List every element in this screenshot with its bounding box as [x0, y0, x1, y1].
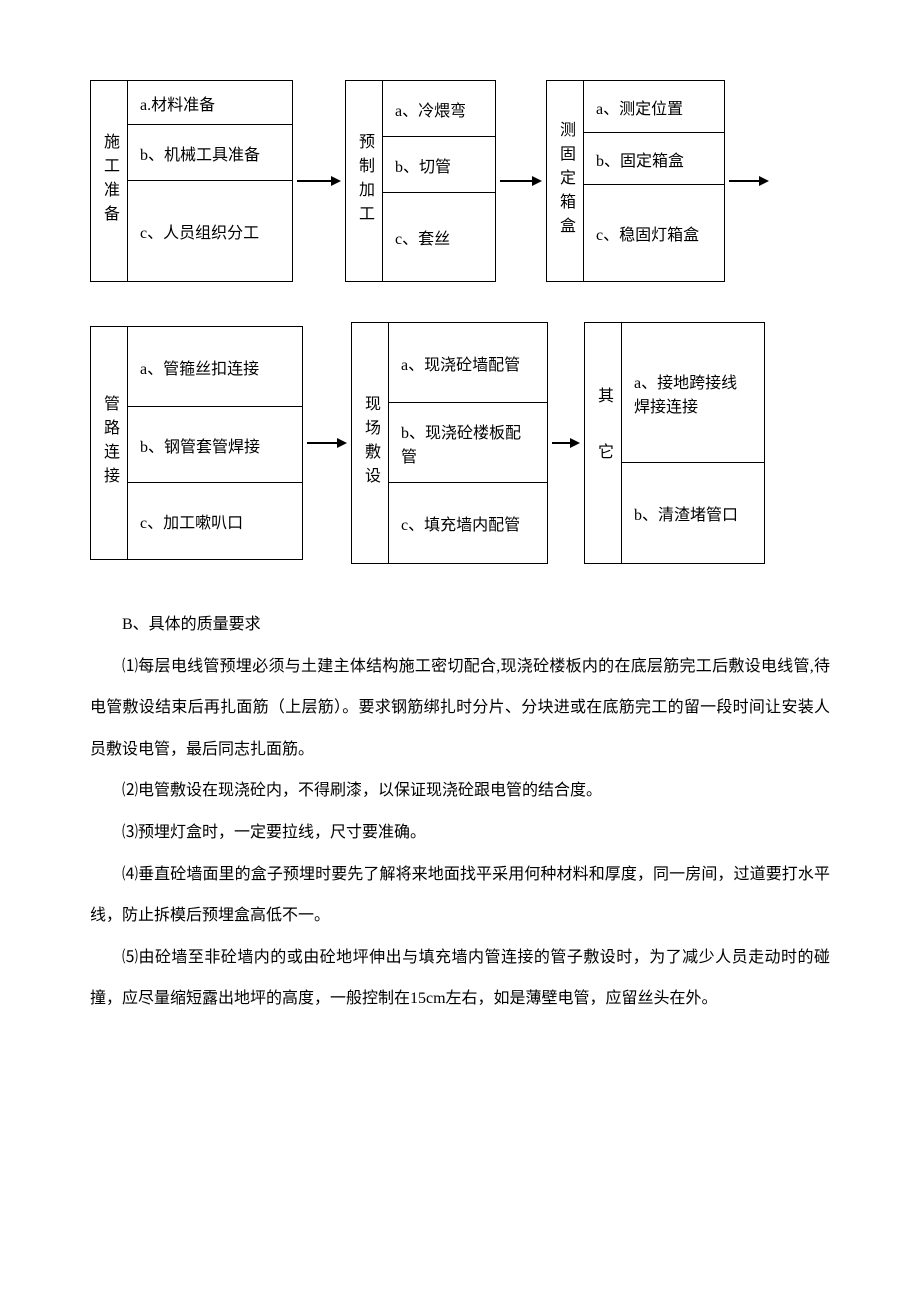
- flow-row-1: 施工准备 a.材料准备 b、机械工具准备 c、人员组织分工 预制加工 a、冷煨弯…: [90, 80, 830, 282]
- block-header: 测固定箱盒: [547, 81, 584, 281]
- block-item: c、填充墙内配管: [389, 483, 547, 563]
- arrow-icon: [307, 438, 347, 448]
- block-header: 其它: [585, 323, 622, 563]
- block-items: a、接地跨接线焊接连接 b、清渣堵管口: [622, 323, 764, 563]
- block-item: c、加工嗽叭口: [128, 483, 302, 559]
- block-item: a、冷煨弯: [383, 81, 495, 137]
- block-items: a、测定位置 b、固定箱盒 c、稳固灯箱盒: [584, 81, 724, 281]
- block-item: a、测定位置: [584, 81, 724, 133]
- paragraph: ⑸由砼墙至非砼墙内的或由砼地坪伸出与填充墙内管连接的管子敷设时，为了减少人员走动…: [90, 937, 830, 1020]
- block-header: 现场敷设: [352, 323, 389, 563]
- arrow-icon: [500, 176, 542, 186]
- block-item: a、接地跨接线焊接连接: [622, 323, 764, 463]
- block-items: a.材料准备 b、机械工具准备 c、人员组织分工: [128, 81, 292, 281]
- arrow-icon: [297, 176, 341, 186]
- paragraph: ⑴每层电线管预埋必须与土建主体结构施工密切配合,现浇砼楼板内的在底层筋完工后敷设…: [90, 646, 830, 771]
- block-other: 其它 a、接地跨接线焊接连接 b、清渣堵管口: [584, 322, 765, 564]
- block-items: a、管箍丝扣连接 b、钢管套管焊接 c、加工嗽叭口: [128, 327, 302, 559]
- block-pipe-connect: 管路连接 a、管箍丝扣连接 b、钢管套管焊接 c、加工嗽叭口: [90, 326, 303, 560]
- block-header: 管路连接: [91, 327, 128, 559]
- paragraph: ⑶预埋灯盒时，一定要拉线，尺寸要准确。: [90, 812, 830, 854]
- body-text: B、具体的质量要求 ⑴每层电线管预埋必须与土建主体结构施工密切配合,现浇砼楼板内…: [90, 604, 830, 1020]
- block-item: b、切管: [383, 137, 495, 193]
- block-item: b、清渣堵管口: [622, 463, 764, 563]
- block-construction-prep: 施工准备 a.材料准备 b、机械工具准备 c、人员组织分工: [90, 80, 293, 282]
- block-header: 预制加工: [346, 81, 383, 281]
- block-item: b、固定箱盒: [584, 133, 724, 185]
- block-item: a、管箍丝扣连接: [128, 327, 302, 407]
- block-box-fix: 测固定箱盒 a、测定位置 b、固定箱盒 c、稳固灯箱盒: [546, 80, 725, 282]
- paragraph: ⑵电管敷设在现浇砼内，不得刷漆，以保证现浇砼跟电管的结合度。: [90, 770, 830, 812]
- block-item: c、稳固灯箱盒: [584, 185, 724, 281]
- arrow-icon: [552, 438, 580, 448]
- block-item: a.材料准备: [128, 81, 292, 125]
- arrow-icon: [729, 176, 769, 186]
- block-item: a、现浇砼墙配管: [389, 323, 547, 403]
- block-item: b、现浇砼楼板配管: [389, 403, 547, 483]
- block-item: b、钢管套管焊接: [128, 407, 302, 483]
- block-items: a、现浇砼墙配管 b、现浇砼楼板配管 c、填充墙内配管: [389, 323, 547, 563]
- block-prefab: 预制加工 a、冷煨弯 b、切管 c、套丝: [345, 80, 496, 282]
- flow-row-2: 管路连接 a、管箍丝扣连接 b、钢管套管焊接 c、加工嗽叭口 现场敷设 a、现浇…: [90, 322, 830, 564]
- block-header: 施工准备: [91, 81, 128, 281]
- section-title: B、具体的质量要求: [90, 604, 830, 646]
- block-item: c、套丝: [383, 193, 495, 281]
- block-item: c、人员组织分工: [128, 181, 292, 281]
- block-items: a、冷煨弯 b、切管 c、套丝: [383, 81, 495, 281]
- block-item: b、机械工具准备: [128, 125, 292, 181]
- paragraph: ⑷垂直砼墙面里的盒子预埋时要先了解将来地面找平采用何种材料和厚度，同一房间，过道…: [90, 854, 830, 937]
- block-onsite-layout: 现场敷设 a、现浇砼墙配管 b、现浇砼楼板配管 c、填充墙内配管: [351, 322, 548, 564]
